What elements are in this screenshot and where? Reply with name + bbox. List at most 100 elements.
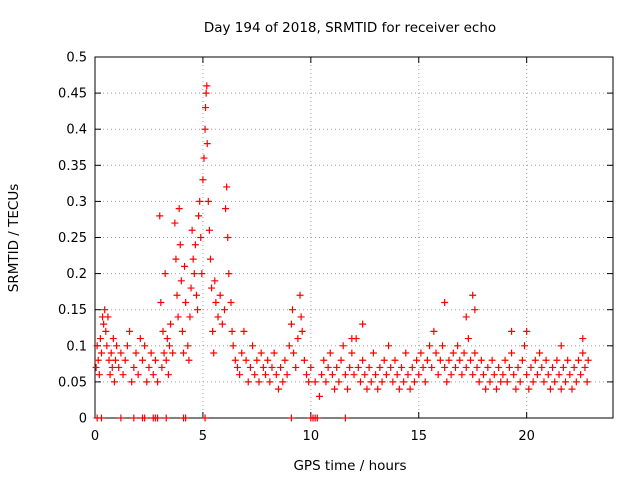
data-point <box>196 197 204 205</box>
data-point <box>583 378 591 386</box>
data-point <box>374 385 382 393</box>
data-point <box>365 363 373 371</box>
data-point <box>367 378 375 386</box>
data-point <box>581 363 589 371</box>
data-point <box>413 356 421 364</box>
data-point <box>270 349 278 357</box>
data-point <box>305 378 313 386</box>
data-point <box>204 197 212 205</box>
y-tick-label: 0.45 <box>58 87 87 102</box>
data-point <box>288 306 296 314</box>
data-point <box>292 363 300 371</box>
data-point <box>514 363 522 371</box>
y-tick-label: 0.5 <box>66 51 87 66</box>
data-point <box>182 414 190 422</box>
data-point <box>385 342 393 350</box>
data-point <box>482 385 490 393</box>
y-tick-label: 0.25 <box>58 231 87 246</box>
data-point <box>527 363 535 371</box>
data-point <box>212 298 220 306</box>
data-point <box>115 363 123 371</box>
data-point <box>108 363 116 371</box>
data-point <box>92 363 100 371</box>
data-point <box>443 378 451 386</box>
data-point <box>562 378 570 386</box>
data-point <box>303 371 311 379</box>
data-point <box>290 349 298 357</box>
data-point <box>341 414 349 422</box>
data-point <box>315 392 323 400</box>
data-point <box>186 313 194 321</box>
data-point <box>566 371 574 379</box>
data-point <box>266 378 274 386</box>
x-tick-label: 20 <box>518 429 535 444</box>
data-point <box>508 349 516 357</box>
data-point <box>117 414 125 422</box>
data-point <box>259 363 267 371</box>
data-point <box>421 378 429 386</box>
data-point <box>171 219 179 227</box>
data-point <box>473 363 481 371</box>
data-point <box>130 363 138 371</box>
y-tick-labels: 0 0.05 0.1 0.15 0.2 0.25 0.3 0.35 0.4 0.45 0.5 <box>58 51 87 427</box>
data-point <box>501 356 509 364</box>
x-axis-label: GPS time / hours <box>293 458 406 474</box>
data-point <box>160 349 168 357</box>
data-point <box>307 363 315 371</box>
data-point <box>283 371 291 379</box>
data-point <box>341 371 349 379</box>
data-point <box>484 363 492 371</box>
data-point <box>121 356 129 364</box>
data-point <box>469 371 477 379</box>
data-point <box>346 363 354 371</box>
data-point <box>462 313 470 321</box>
data-point <box>184 342 192 350</box>
data-point <box>464 335 472 343</box>
data-point <box>376 363 384 371</box>
data-point <box>408 363 416 371</box>
data-point <box>97 349 105 357</box>
data-point <box>287 320 295 328</box>
data-point <box>281 356 289 364</box>
data-point <box>503 378 511 386</box>
data-point <box>540 378 548 386</box>
data-point <box>559 363 567 371</box>
data-point <box>318 371 326 379</box>
data-point <box>97 414 105 422</box>
data-point <box>555 371 563 379</box>
data-point <box>451 363 459 371</box>
data-point <box>445 356 453 364</box>
data-point <box>246 363 254 371</box>
data-point <box>163 335 171 343</box>
data-point <box>574 356 582 364</box>
data-point <box>333 363 341 371</box>
data-point <box>298 327 306 335</box>
data-point <box>224 234 232 241</box>
data-point <box>223 183 231 191</box>
data-point <box>311 378 319 386</box>
data-point <box>95 371 103 379</box>
data-point <box>225 270 233 278</box>
data-point <box>187 284 195 292</box>
data-point <box>100 320 108 328</box>
data-point <box>119 371 127 379</box>
data-point <box>475 378 483 386</box>
data-point <box>441 298 449 306</box>
data-point <box>533 371 541 379</box>
data-point <box>211 277 219 285</box>
data-point <box>202 104 210 112</box>
data-point <box>313 414 321 422</box>
data-point <box>525 385 533 393</box>
data-point <box>331 385 339 393</box>
data-point <box>167 320 175 328</box>
y-tick-label: 0.35 <box>58 159 87 174</box>
data-point <box>218 320 226 328</box>
data-point <box>112 356 120 364</box>
data-point <box>154 414 162 422</box>
data-point <box>238 349 246 357</box>
data-point <box>391 356 399 364</box>
data-point <box>178 327 186 335</box>
data-point <box>523 371 531 379</box>
data-point <box>227 298 235 306</box>
